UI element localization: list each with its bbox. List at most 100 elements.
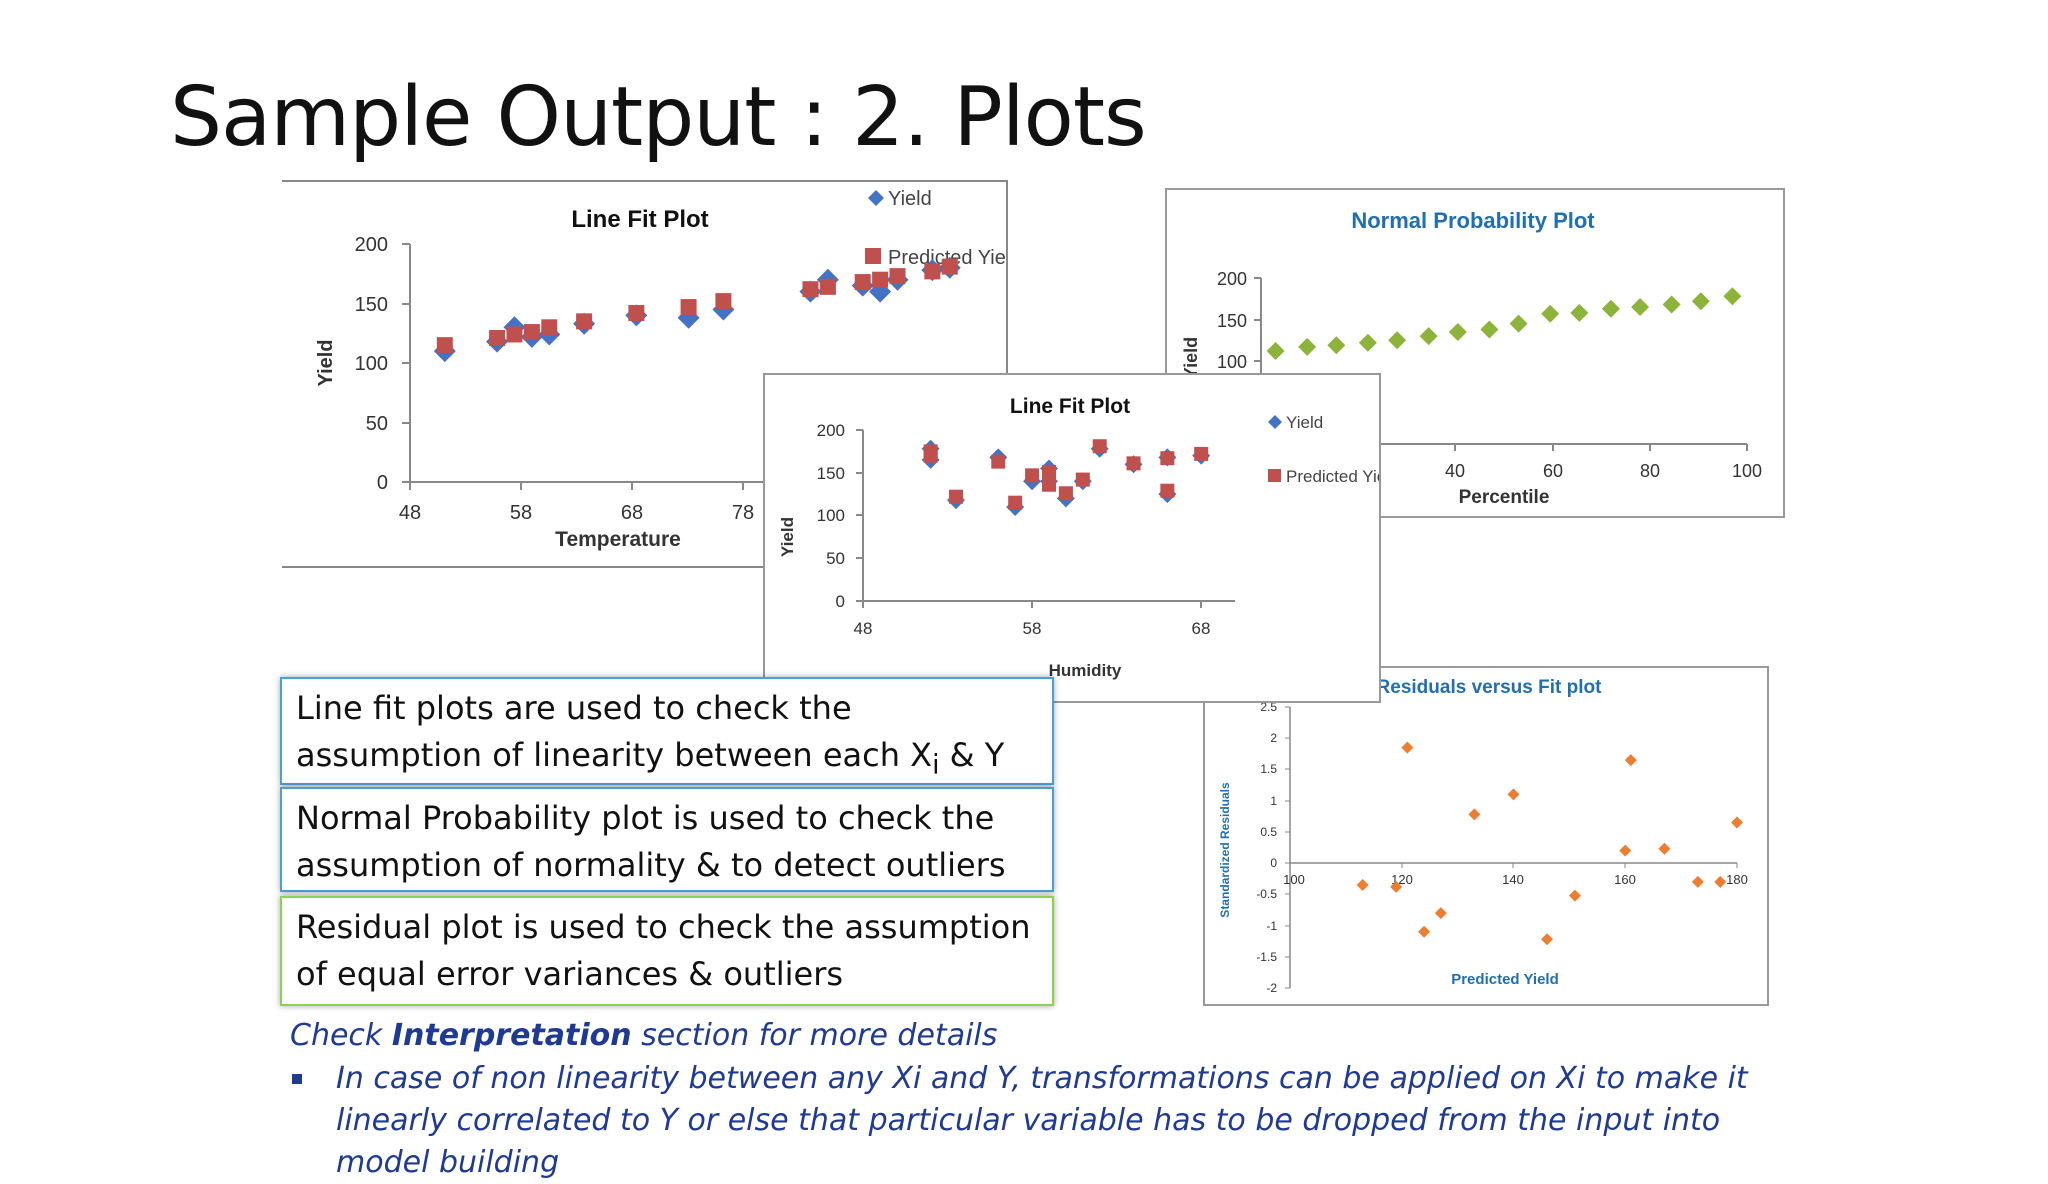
data-point [1434, 907, 1447, 920]
y-axis-ticks: 200 150 100 [1217, 269, 1261, 372]
data-point [1723, 287, 1742, 306]
predicted-point [923, 444, 938, 459]
legend-label: Predicted Yield [1286, 467, 1379, 486]
y-tick-label: 150 [817, 464, 845, 483]
predicted-point [506, 326, 523, 343]
data-point [1619, 844, 1632, 857]
footer-bold: Interpretation [391, 1018, 632, 1053]
data-point [1266, 342, 1285, 361]
y-tick-label: 1.5 [1260, 762, 1277, 776]
predicted-point [819, 278, 836, 295]
y-axis-ticks: 0 50 100 150 200 [355, 234, 410, 494]
x-axis-label: Predicted Yield [1451, 971, 1559, 988]
note-line-fit-tail: & Y [939, 736, 1005, 774]
plot-area [921, 439, 1211, 516]
legend-diamond-icon [1268, 415, 1282, 429]
data-point [1507, 788, 1520, 801]
note-residual-text: Residual plot is used to check the assum… [296, 908, 1031, 993]
predicted-point [1008, 495, 1023, 510]
data-point [1624, 754, 1637, 767]
footer-note: Check Interpretation section for more de… [290, 1018, 997, 1053]
data-point [1570, 303, 1589, 322]
linefit-humidity-chart: Line Fit Plot 200 150 100 50 0 48 58 68 … [763, 373, 1381, 703]
normal-probability-svg: Normal Probability Plot 200 150 100 40 6… [1181, 208, 1762, 508]
x-tick-label: 40 [1445, 461, 1465, 481]
legend-square-icon [1268, 469, 1281, 482]
subscript-i: i [932, 749, 940, 781]
legend-diamond-icon [868, 190, 884, 206]
y-tick-label: 150 [1217, 311, 1247, 331]
x-axis-ticks: 100 120 140 160 180 [1283, 863, 1748, 887]
predicted-point [1126, 456, 1141, 471]
data-point [1390, 880, 1403, 893]
x-axis-label: Temperature [555, 528, 681, 551]
x-tick-label: 80 [1640, 461, 1660, 481]
data-point [1568, 889, 1581, 902]
data-point [1419, 327, 1438, 346]
footer-suffix: section for more details [631, 1018, 998, 1053]
x-axis-label: Humidity [1049, 661, 1122, 680]
y-tick-label: 200 [1217, 269, 1247, 289]
note-normal-probability: Normal Probability plot is used to check… [280, 787, 1054, 892]
note-line-fit-text: Line fit plots are used to check the ass… [296, 689, 933, 774]
x-tick-label: 100 [1732, 461, 1762, 481]
y-axis-ticks: 200 150 100 50 0 [817, 421, 863, 611]
predicted-point [854, 274, 871, 291]
y-tick-label: 50 [366, 413, 388, 435]
predicted-point [1075, 472, 1090, 487]
data-point [1401, 741, 1414, 754]
plot-area [1356, 741, 1743, 946]
predicted-point [1058, 486, 1073, 501]
data-point [1356, 878, 1369, 891]
data-point [1388, 331, 1407, 350]
y-axis-label: Standardized Residuals [1218, 782, 1232, 918]
data-point [1691, 875, 1704, 888]
legend: Yield Predicted Yield [1268, 413, 1379, 486]
predicted-point [628, 305, 645, 322]
y-axis-label: Yield [778, 517, 797, 557]
chart-title: Normal Probability Plot [1351, 208, 1595, 233]
residuals-chart: Residuals versus Fit plot 2.5 2 1.5 1 0.… [1203, 666, 1769, 1006]
predicted-point [991, 454, 1006, 469]
data-point [1327, 336, 1346, 355]
y-tick-label: -0.5 [1256, 887, 1277, 901]
footer-prefix: Check [290, 1018, 392, 1053]
chart-title: Residuals versus Fit plot [1377, 677, 1603, 698]
bullet-note: In case of non linearity between any Xi … [290, 1058, 1750, 1184]
linefit-humidity-svg: Line Fit Plot 200 150 100 50 0 48 58 68 … [778, 395, 1379, 680]
x-tick-label: 58 [1023, 619, 1042, 638]
legend-label: Predicted Yield [888, 247, 1006, 269]
y-tick-label: 2.5 [1260, 700, 1277, 714]
note-residual: Residual plot is used to check the assum… [280, 896, 1054, 1006]
predicted-point [1042, 464, 1056, 479]
data-point [1731, 816, 1743, 829]
data-point [1541, 304, 1560, 323]
data-point [1298, 337, 1317, 356]
residuals-svg: Residuals versus Fit plot 2.5 2 1.5 1 0.… [1218, 677, 1748, 995]
y-tick-label: 100 [817, 506, 845, 525]
y-tick-label: -1 [1266, 919, 1277, 933]
predicted-point [1025, 468, 1040, 483]
chart-title: Line Fit Plot [571, 206, 708, 233]
y-tick-label: 0 [836, 592, 845, 611]
legend-label: Yield [1286, 413, 1323, 432]
x-tick-label: 180 [1726, 872, 1748, 887]
x-tick-label: 60 [1543, 461, 1563, 481]
y-tick-label: 200 [817, 421, 845, 440]
predicted-point [436, 337, 453, 354]
x-axis-label: Percentile [1459, 487, 1550, 508]
legend: Yield Predicted Yield [865, 188, 1006, 269]
y-tick-label: -2 [1266, 981, 1277, 995]
y-tick-label: 100 [1217, 352, 1247, 372]
bullet-text: In case of non linearity between any Xi … [336, 1061, 1748, 1180]
predicted-point [872, 271, 889, 288]
y-tick-label: 100 [355, 353, 388, 375]
data-point [1631, 298, 1650, 317]
data-point [1358, 333, 1377, 352]
data-point [1448, 322, 1467, 341]
y-axis-ticks: 2.5 2 1.5 1 0.5 0 -0.5 -1 -1.5 -2 [1256, 700, 1290, 995]
y-tick-label: -1.5 [1256, 950, 1277, 964]
bullet-square-icon [292, 1074, 302, 1084]
data-point [1468, 808, 1481, 821]
x-tick-label: 160 [1614, 872, 1636, 887]
